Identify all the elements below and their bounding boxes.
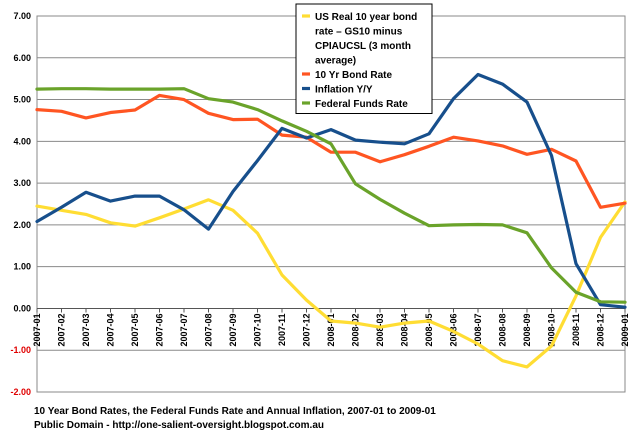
x-tick-label: 2007-01 [32,313,42,346]
legend-label: 10 Yr Bond Rate [315,70,392,81]
x-tick-label: 2008-12 [596,313,606,346]
y-tick-label: 2.00 [13,220,31,230]
x-tick-label: 2007-03 [81,313,91,346]
y-tick-label: -1.00 [10,345,31,355]
x-tick-label: 2007-04 [106,313,116,346]
series-line-1 [35,198,627,369]
x-tick-label: 2007-11 [277,313,287,346]
x-tick-label: 2007-09 [228,313,238,346]
legend-label: average) [315,56,356,67]
legend-label: rate – GS10 minus [315,27,403,38]
y-tick-label: -2.00 [10,387,31,397]
series-line-3 [35,72,627,309]
x-tick-label: 2007-06 [155,313,165,346]
y-tick-label: 5.00 [13,95,31,105]
y-tick-label: 4.00 [13,136,31,146]
y-tick-label: 6.00 [13,53,31,63]
y-axis-tick-labels: 7.00 6.00 5.00 4.00 3.00 2.00 1.00 0.00 -1.00 -2.… [10,11,31,397]
x-tick-label: 2007-07 [179,313,189,346]
legend-label: CPIAUCSL (3 month [315,41,411,52]
x-tick-label: 2007-12 [302,313,312,346]
x-tick-label: 2007-10 [253,313,263,346]
y-tick-label: 3.00 [13,178,31,188]
x-tick-label: 2008-05 [424,313,434,346]
chart-source: Public Domain - http://one-salient-overs… [34,420,325,431]
x-tick-label: 2008-03 [375,313,385,346]
x-tick-label: 2008-10 [547,313,557,346]
x-tick-label: 2008-09 [522,313,532,346]
x-tick-label: 2008-11 [571,313,581,346]
x-tick-label: 2008-01 [326,313,336,346]
x-tick-label: 2008-04 [400,313,410,346]
series-line-2 [35,93,627,209]
series-line-4 [35,87,627,304]
series-lines [35,72,627,369]
x-tick-label: 2008-08 [498,313,508,346]
x-tick-label: 2009-01 [620,313,630,346]
gridlines [36,15,626,393]
legend-label: Federal Funds Rate [315,99,408,110]
chart-caption: 10 Year Bond Rates, the Federal Funds Ra… [34,406,436,417]
legend-label: US Real 10 year bond [315,12,417,23]
x-tick-label: 2008-07 [473,313,483,346]
y-tick-label: 1.00 [13,262,31,272]
legend-label: Inflation Y/Y [315,85,373,96]
x-tick-label: 2007-08 [204,313,214,346]
x-tick-label: 2007-05 [130,313,140,346]
y-tick-label: 7.00 [13,11,31,21]
x-axis-tick-labels: 2007-01 2007-02 2007-03 2007-04 2007-05 2007-… [32,313,630,346]
x-tick-label: 2007-02 [57,313,67,346]
y-tick-label: 0.00 [13,303,31,313]
legend-box [295,3,433,114]
legend: US Real 10 year bond rate – GS10 minus CPI… [295,3,433,114]
x-tick-label: 2008-02 [351,313,361,346]
